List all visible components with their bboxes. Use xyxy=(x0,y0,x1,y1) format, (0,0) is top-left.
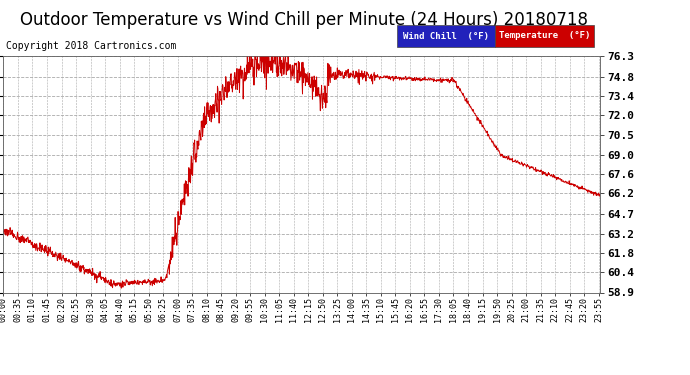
Text: Copyright 2018 Cartronics.com: Copyright 2018 Cartronics.com xyxy=(6,41,176,51)
Text: Wind Chill  (°F): Wind Chill (°F) xyxy=(403,32,489,40)
Text: Temperature  (°F): Temperature (°F) xyxy=(499,32,591,40)
Text: Outdoor Temperature vs Wind Chill per Minute (24 Hours) 20180718: Outdoor Temperature vs Wind Chill per Mi… xyxy=(19,11,588,29)
